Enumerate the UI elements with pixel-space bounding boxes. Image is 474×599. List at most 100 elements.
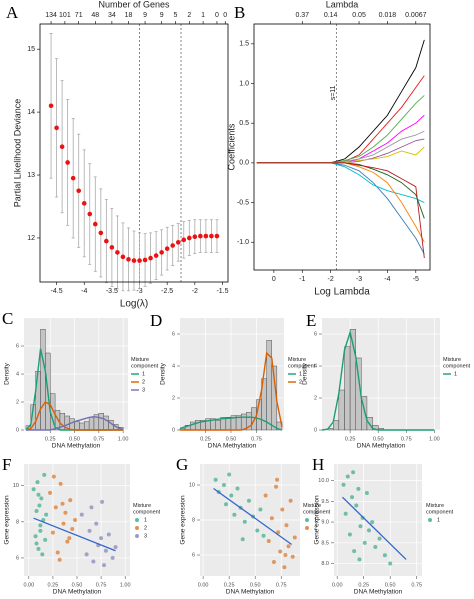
x-tick-label: -2	[328, 276, 334, 283]
point	[68, 498, 73, 503]
x-tick-label: -4.5	[51, 288, 63, 295]
coefficient-path	[256, 162, 425, 203]
coefficient-path	[256, 130, 425, 164]
x-tick-label: 0.75	[411, 582, 422, 588]
y-tick-label: 10	[13, 483, 19, 489]
point	[101, 563, 106, 568]
y-tick-label: 6	[16, 343, 19, 349]
point	[33, 534, 38, 539]
y-tick-label: 8.0	[321, 561, 329, 567]
point	[57, 557, 62, 562]
point	[42, 472, 47, 477]
point	[362, 540, 367, 545]
legend-label: 1	[437, 517, 440, 523]
x-tick-label: 0.50	[385, 582, 396, 588]
point	[198, 233, 203, 239]
x-axis-title: DNA Methylation	[354, 589, 403, 596]
legend-marker	[135, 534, 139, 538]
histogram-bar	[84, 421, 90, 431]
point	[100, 499, 105, 504]
point	[34, 541, 39, 546]
legend-label: 1	[314, 517, 317, 523]
point	[65, 160, 70, 165]
point	[347, 532, 352, 537]
y-tick-label: 4	[314, 363, 317, 369]
top-tick-label: 134	[45, 12, 57, 19]
legend-title-line: Mixture	[288, 357, 308, 363]
point	[115, 250, 120, 255]
y-tick-label: 0.5	[239, 120, 249, 127]
point	[148, 255, 153, 261]
legend-label: 2	[299, 379, 302, 385]
panel-letter: H	[312, 455, 324, 474]
point	[232, 512, 237, 517]
coefficient-path	[256, 162, 425, 219]
point	[258, 507, 263, 512]
point	[60, 501, 65, 506]
trend-line	[342, 496, 407, 560]
x-tick-label: 0.50	[226, 436, 237, 442]
point	[192, 234, 198, 239]
panel-letter: C	[2, 309, 13, 328]
point	[278, 549, 283, 554]
point	[79, 512, 84, 517]
x-tick-label: 0.75	[93, 436, 104, 442]
point	[153, 253, 159, 258]
legend-title-line: Mixture	[303, 503, 323, 509]
legend-label: 1	[142, 371, 145, 377]
top-tick-label: 0	[215, 12, 219, 19]
histogram-bar	[79, 422, 85, 431]
x-tick-label: 0.75	[276, 582, 287, 588]
x-tick-label: 0.00	[332, 582, 343, 588]
point	[58, 481, 63, 486]
legend-title: Mixture component	[426, 503, 454, 516]
x-tick-label: 0	[272, 276, 276, 283]
point	[53, 505, 58, 510]
x-tick-label: -3	[356, 276, 362, 283]
point	[99, 536, 104, 541]
top-tick-label: 34	[108, 12, 116, 19]
point	[89, 505, 94, 510]
point	[341, 482, 346, 487]
point	[84, 552, 89, 557]
point	[209, 233, 214, 239]
point	[235, 486, 240, 491]
histogram-bar	[251, 407, 257, 431]
point	[61, 521, 66, 526]
top-tick-label: 0.0067	[405, 12, 427, 19]
legend-title-line: Mixture	[426, 503, 446, 509]
x-tick-label: -5	[413, 276, 419, 283]
x-tick-label: 0.50	[373, 436, 384, 442]
y-tick-label: 10	[189, 482, 195, 488]
x-tick-label: -1	[299, 276, 305, 283]
y-tick-label: 8.5	[321, 540, 329, 546]
x-tick-label: -2	[192, 288, 198, 295]
point	[34, 508, 39, 513]
point	[263, 493, 268, 498]
y-tick-label: -1.0	[237, 239, 249, 246]
plot-frame	[39, 23, 229, 283]
top-tick-label: 5	[174, 12, 178, 19]
coefficient-path	[256, 162, 425, 255]
point	[214, 233, 220, 239]
histogram-bar	[103, 415, 109, 431]
legend-title-line: component	[133, 510, 161, 516]
legend-label: 1	[299, 371, 302, 377]
x-tick-label: 0.75	[96, 582, 107, 588]
point	[370, 520, 375, 525]
point	[203, 233, 209, 239]
density-curve	[180, 351, 283, 431]
y-tick-label: 6	[192, 552, 195, 558]
legend-title: Mixture component	[288, 357, 316, 370]
point	[91, 559, 96, 564]
legend-label: 2	[142, 379, 145, 385]
point	[275, 477, 280, 482]
point	[36, 546, 41, 551]
density-curve	[179, 416, 283, 431]
point	[280, 507, 285, 512]
legend-title: Mixture component	[133, 503, 161, 516]
point	[92, 221, 98, 227]
legend-label: 3	[144, 533, 147, 539]
y-tick-label: 4	[16, 371, 19, 377]
